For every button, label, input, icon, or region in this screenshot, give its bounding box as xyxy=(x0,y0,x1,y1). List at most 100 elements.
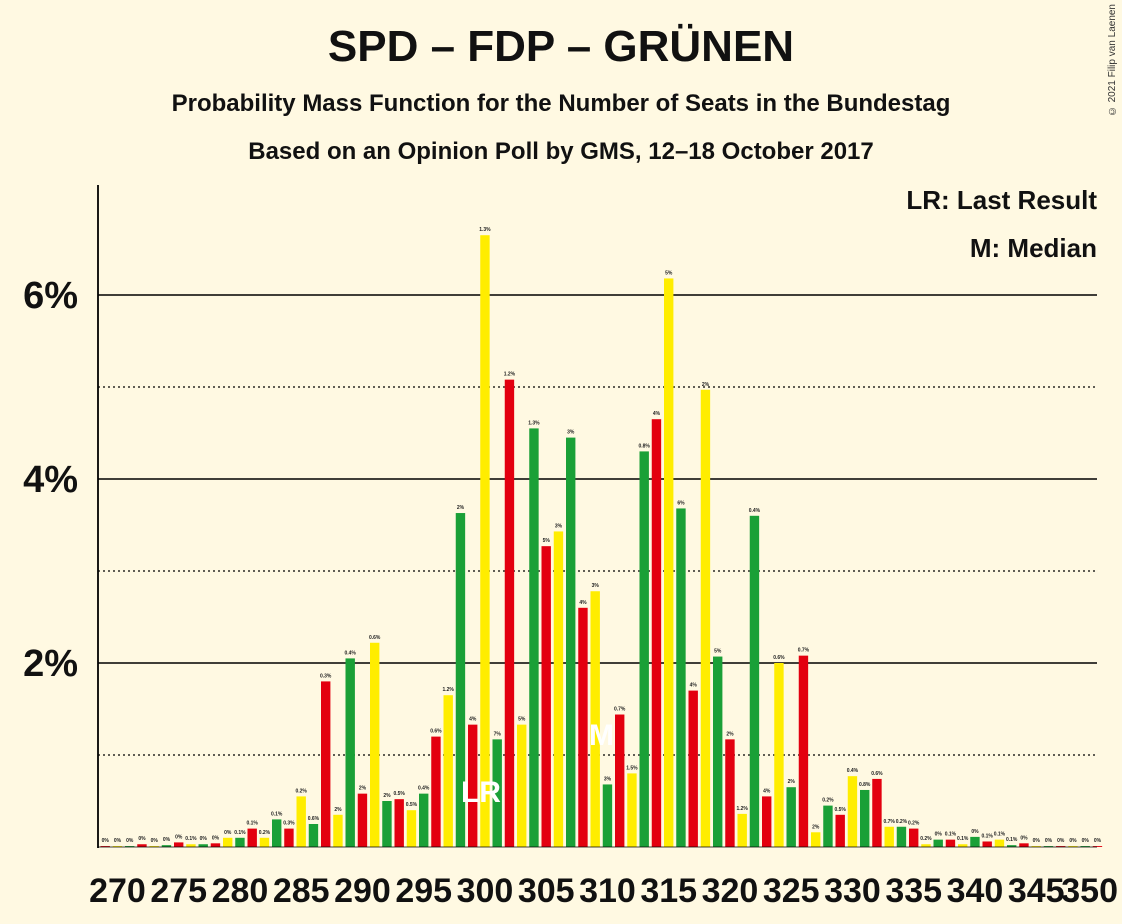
bar-value-label: 0% xyxy=(1094,838,1102,844)
bar xyxy=(872,778,882,847)
bar-value-label: 0.2% xyxy=(920,836,932,842)
bar xyxy=(921,844,931,847)
bar xyxy=(198,844,208,847)
bar-value-label: 5% xyxy=(518,717,526,723)
bar xyxy=(639,451,649,847)
bar xyxy=(1068,846,1078,847)
bar-value-label: 0.1% xyxy=(1006,837,1018,843)
bar-value-label: 1.3% xyxy=(479,227,491,233)
bar xyxy=(1043,846,1054,847)
bar xyxy=(786,787,796,847)
bar xyxy=(137,844,147,847)
x-tick-label: 325 xyxy=(763,872,820,910)
bar-value-label: 1.5% xyxy=(626,765,638,771)
bar xyxy=(443,695,453,847)
bar xyxy=(994,839,1005,847)
bar-value-label: 0.2% xyxy=(908,821,920,827)
bar-value-label: 0.7% xyxy=(883,819,895,825)
bar xyxy=(357,793,368,847)
bar-value-label: 0% xyxy=(114,838,122,844)
bar xyxy=(553,531,564,847)
bar-value-label: 0.3% xyxy=(283,821,295,827)
bar-value-label: 0.1% xyxy=(246,821,258,827)
bar xyxy=(1031,846,1041,847)
x-tick-label: 270 xyxy=(89,872,146,910)
bar-value-label: 0.6% xyxy=(773,655,785,661)
x-tick-label: 285 xyxy=(273,872,330,910)
bar xyxy=(247,828,257,847)
bar xyxy=(884,826,894,847)
bar xyxy=(541,546,551,847)
bar-value-label: 0% xyxy=(102,838,110,844)
bar-value-label: 4% xyxy=(469,717,477,723)
bar-value-label: 0% xyxy=(151,838,159,844)
x-tick-label: 345 xyxy=(1008,872,1065,910)
bar-value-label: 0% xyxy=(138,836,146,842)
bar-value-label: 2% xyxy=(359,786,367,792)
bar xyxy=(174,842,184,847)
bar xyxy=(664,278,674,847)
x-tick-label: 280 xyxy=(212,872,269,910)
bar xyxy=(321,681,331,847)
bar-value-label: 0.4% xyxy=(847,768,859,774)
bar xyxy=(627,773,637,847)
bar-value-label: 1.3% xyxy=(528,420,540,426)
bar-value-label: 0% xyxy=(935,832,943,838)
bar-value-label: 5% xyxy=(543,538,551,544)
bar-value-label: 0.2% xyxy=(822,798,834,804)
bar-value-label: 4% xyxy=(690,683,698,689)
bar xyxy=(468,724,478,847)
bar-value-label: 0% xyxy=(163,837,171,843)
bar-value-label: 2% xyxy=(788,779,796,785)
bar xyxy=(394,799,404,847)
x-tick-label: 315 xyxy=(640,872,697,910)
bar-value-label: 0.5% xyxy=(834,807,846,813)
bar-value-label: 0.1% xyxy=(234,830,246,836)
bar-value-label: 2% xyxy=(334,807,342,813)
x-tick-label: 340 xyxy=(947,872,1004,910)
bar-value-label: 0.8% xyxy=(638,443,650,449)
bar-value-label: 2% xyxy=(726,731,734,737)
bar-value-label: 0% xyxy=(175,834,183,840)
bar xyxy=(419,793,429,847)
bar xyxy=(370,642,380,847)
bar-value-label: 0.7% xyxy=(798,648,810,654)
bar xyxy=(713,656,723,847)
bar xyxy=(210,843,221,847)
x-tick-label: 275 xyxy=(150,872,207,910)
bar-value-label: 0% xyxy=(212,835,220,841)
bar-value-label: 3% xyxy=(555,523,563,529)
bar-value-label: 0.3% xyxy=(320,673,332,679)
bar-value-label: 1.2% xyxy=(504,372,516,378)
bar-value-label: 0% xyxy=(1033,838,1041,844)
bar-value-label: 0% xyxy=(224,830,232,836)
bar-value-label: 5% xyxy=(665,270,673,276)
bar-value-label: 0.2% xyxy=(259,830,271,836)
bar-value-label: 6% xyxy=(677,500,685,506)
bar-value-label: 3% xyxy=(604,776,612,782)
bar xyxy=(835,814,845,847)
bar xyxy=(223,837,233,847)
x-tick-label: 320 xyxy=(702,872,759,910)
bar xyxy=(676,508,686,847)
bar-value-label: 0.1% xyxy=(271,811,283,817)
bar xyxy=(455,513,466,847)
bar xyxy=(125,846,135,847)
bar-value-label: 0% xyxy=(200,836,208,842)
bar xyxy=(1056,846,1066,847)
bar xyxy=(615,714,625,847)
bar-value-label: 0.5% xyxy=(406,802,418,808)
bar-value-label: 0% xyxy=(1057,838,1065,844)
bar-value-label: 2% xyxy=(457,505,465,511)
x-tick-label: 350 xyxy=(1061,872,1118,910)
x-tick-label: 300 xyxy=(457,872,514,910)
bar xyxy=(186,844,196,847)
y-tick-label: 6% xyxy=(23,275,78,317)
legend-median: M: Median xyxy=(969,233,1097,263)
bar-value-label: 0.2% xyxy=(896,819,908,825)
bar xyxy=(517,724,527,847)
bar-value-label: 0.4% xyxy=(344,650,356,656)
bar xyxy=(296,796,306,847)
x-tick-label: 290 xyxy=(334,872,391,910)
